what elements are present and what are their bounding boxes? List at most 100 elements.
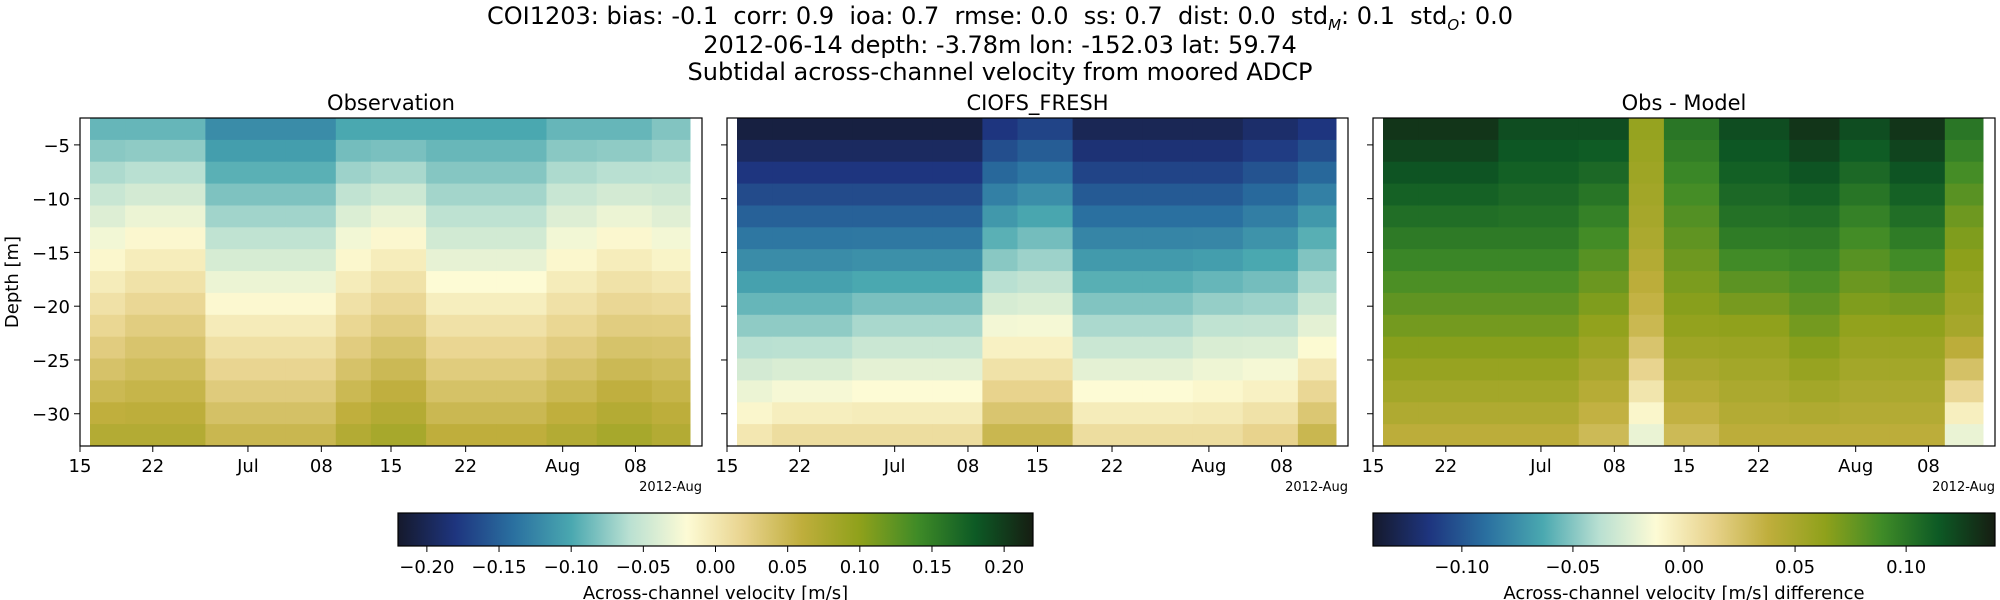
heatmap-cell bbox=[335, 139, 372, 163]
heatmap-cell bbox=[1839, 183, 1891, 206]
heatmap-cell bbox=[1578, 292, 1630, 316]
heatmap-cell bbox=[651, 161, 691, 185]
heatmap-cell bbox=[1017, 118, 1074, 141]
heatmap-cell bbox=[546, 227, 598, 250]
heatmap-cell bbox=[1242, 139, 1299, 163]
heatmap-cell bbox=[1719, 358, 1790, 381]
heatmap-cell bbox=[335, 358, 372, 381]
heatmap-cell bbox=[932, 271, 983, 294]
heatmap-cell bbox=[1297, 205, 1337, 228]
heatmap-cell bbox=[772, 271, 853, 294]
colorbar-tick-label: 0.15 bbox=[912, 557, 952, 578]
heatmap-cell bbox=[1242, 358, 1299, 381]
heatmap-cell bbox=[370, 139, 427, 163]
heatmap-cell bbox=[285, 139, 337, 163]
heatmap-cell bbox=[651, 314, 691, 338]
colorbar-gradient bbox=[1372, 512, 1996, 547]
heatmap-cell bbox=[1663, 292, 1720, 316]
heatmap-cell bbox=[90, 292, 126, 316]
heatmap-cell bbox=[426, 314, 497, 338]
heatmap-cell bbox=[90, 205, 126, 228]
x-tick-label: 15 bbox=[69, 456, 92, 477]
heatmap-cell bbox=[370, 249, 427, 272]
heatmap-cell bbox=[1789, 183, 1840, 206]
colorbar-tick-label: 0.05 bbox=[1775, 557, 1815, 578]
heatmap-cell bbox=[982, 402, 1018, 425]
heatmap-cell bbox=[205, 292, 287, 316]
heatmap-cell bbox=[982, 336, 1018, 360]
heatmap-cell bbox=[1017, 402, 1074, 425]
heatmap-cell bbox=[982, 227, 1018, 250]
heatmap-cell bbox=[737, 380, 773, 403]
heatmap-cell bbox=[932, 205, 983, 228]
heatmap-cell bbox=[125, 336, 206, 360]
heatmap-cell bbox=[370, 424, 427, 447]
heatmap-cell bbox=[1628, 314, 1665, 338]
heatmap-cell bbox=[852, 292, 933, 316]
heatmap-cell bbox=[1944, 424, 1984, 447]
figure-title-description: Subtidal across-channel velocity from mo… bbox=[687, 58, 1313, 86]
heatmap-cell bbox=[1242, 271, 1299, 294]
heatmap-cell bbox=[285, 271, 337, 294]
heatmap-cell bbox=[205, 249, 287, 272]
colorbar-tick-label: 0.00 bbox=[1664, 557, 1704, 578]
heatmap-cell bbox=[496, 380, 547, 403]
heatmap-cell bbox=[772, 314, 853, 338]
heatmap-cell bbox=[1578, 358, 1630, 381]
heatmap-cell bbox=[1628, 183, 1665, 206]
heatmap-cell bbox=[1944, 292, 1984, 316]
heatmap-cell bbox=[1663, 183, 1720, 206]
x-tick-label: 08 bbox=[310, 456, 333, 477]
heatmap-cell bbox=[1889, 314, 1946, 338]
heatmap-cell bbox=[737, 314, 773, 338]
heatmap-cell bbox=[1017, 292, 1074, 316]
heatmap-cell bbox=[285, 336, 337, 360]
figure-title-stats: COI1203: bias: -0.1 corr: 0.9 ioa: 0.7 r… bbox=[0, 2, 2000, 39]
heatmap-cell bbox=[1789, 380, 1840, 403]
heatmap-cell bbox=[1789, 424, 1840, 447]
heatmap-cell bbox=[1192, 205, 1244, 228]
heatmap-cell bbox=[1418, 424, 1499, 447]
heatmap-cell bbox=[546, 183, 598, 206]
heatmap-cell bbox=[1072, 118, 1144, 141]
heatmap-cell bbox=[1628, 292, 1665, 316]
heatmap-cell bbox=[1789, 118, 1840, 141]
heatmap-cell bbox=[1944, 271, 1984, 294]
heatmap-cell bbox=[1142, 336, 1194, 360]
heatmap-cell bbox=[1142, 271, 1194, 294]
heatmap-cell bbox=[1789, 205, 1840, 228]
heatmap-cell bbox=[1889, 380, 1946, 403]
heatmap-cell bbox=[772, 205, 853, 228]
heatmap-cell bbox=[205, 161, 287, 185]
heatmap-cell bbox=[426, 380, 497, 403]
heatmap-cell bbox=[1944, 183, 1984, 206]
heatmap-panel-2: CIOFS_FRESH 15 22 Jul 08 15 22 Aug 08 2012-Aug bbox=[716, 91, 1349, 495]
heatmap-cell bbox=[1498, 161, 1580, 185]
heatmap-cell bbox=[651, 183, 691, 206]
heatmap-cell bbox=[932, 336, 983, 360]
heatmap-cell bbox=[426, 292, 497, 316]
heatmap-cell bbox=[370, 314, 427, 338]
heatmap-cell bbox=[1719, 183, 1790, 206]
heatmap-cell bbox=[285, 314, 337, 338]
heatmap-cell bbox=[596, 161, 653, 185]
heatmap-cell bbox=[205, 402, 287, 425]
heatmap-cell bbox=[546, 292, 598, 316]
heatmap-cell bbox=[1789, 271, 1840, 294]
heatmap-cell bbox=[496, 336, 547, 360]
heatmap-cell bbox=[496, 249, 547, 272]
heatmap-cell bbox=[125, 227, 206, 250]
heatmap-cell bbox=[335, 161, 372, 185]
heatmap-cell bbox=[1789, 227, 1840, 250]
heatmap-cell bbox=[1889, 402, 1946, 425]
title-stat: ioa: 0.7 bbox=[834, 2, 940, 30]
heatmap-cell bbox=[1418, 358, 1499, 381]
heatmap-cell bbox=[1498, 292, 1580, 316]
heatmap-cell bbox=[1663, 402, 1720, 425]
heatmap-cell bbox=[1498, 118, 1580, 141]
heatmap-cell bbox=[1383, 227, 1419, 250]
heatmap-cell bbox=[1072, 292, 1144, 316]
heatmap-cell bbox=[1719, 139, 1790, 163]
heatmap-cell bbox=[1889, 249, 1946, 272]
heatmap-cell bbox=[1297, 314, 1337, 338]
